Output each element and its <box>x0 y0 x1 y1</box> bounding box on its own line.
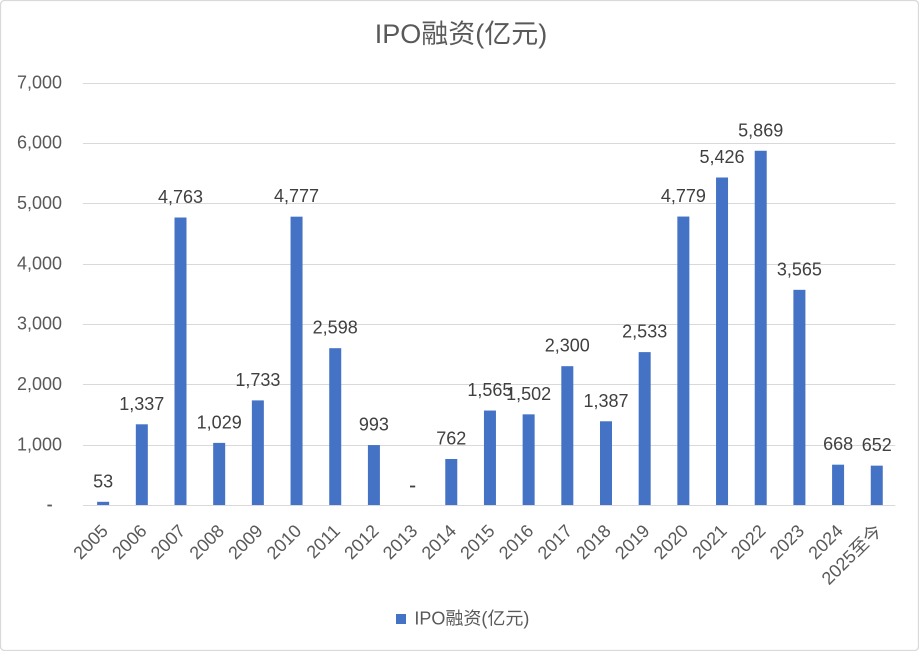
svg-text:): ) <box>538 19 547 49</box>
svg-text:1,733: 1,733 <box>235 370 280 390</box>
svg-text:4,000: 4,000 <box>17 253 62 273</box>
svg-text:2,533: 2,533 <box>622 322 667 342</box>
svg-text:IPO: IPO <box>375 19 422 49</box>
svg-text:4,779: 4,779 <box>661 186 706 206</box>
svg-text:993: 993 <box>359 415 389 435</box>
svg-text:5,426: 5,426 <box>699 147 744 167</box>
svg-text:7,000: 7,000 <box>17 72 62 92</box>
svg-text:5,000: 5,000 <box>17 193 62 213</box>
svg-text:762: 762 <box>436 429 466 449</box>
svg-text:1,029: 1,029 <box>197 412 242 432</box>
svg-text:(: ( <box>481 609 487 629</box>
svg-text:(: ( <box>475 19 484 49</box>
svg-text:668: 668 <box>823 434 853 454</box>
svg-text:2,000: 2,000 <box>17 374 62 394</box>
svg-text:2,300: 2,300 <box>545 336 590 356</box>
svg-text:3,565: 3,565 <box>777 259 822 279</box>
svg-text:4,777: 4,777 <box>274 186 319 206</box>
svg-text:53: 53 <box>93 471 113 491</box>
svg-text:1,000: 1,000 <box>17 434 62 454</box>
svg-text:2,598: 2,598 <box>313 318 358 338</box>
svg-text:3,000: 3,000 <box>17 314 62 334</box>
svg-text:652: 652 <box>862 435 892 455</box>
svg-text:1,502: 1,502 <box>506 384 551 404</box>
svg-text:IPO: IPO <box>414 609 445 629</box>
svg-text:4,763: 4,763 <box>158 187 203 207</box>
svg-text:1,337: 1,337 <box>119 394 164 414</box>
svg-text:1,565: 1,565 <box>467 380 512 400</box>
svg-text:5,869: 5,869 <box>738 120 783 140</box>
svg-text:): ) <box>523 609 529 629</box>
svg-text:6,000: 6,000 <box>17 133 62 153</box>
svg-text:1,387: 1,387 <box>583 391 628 411</box>
